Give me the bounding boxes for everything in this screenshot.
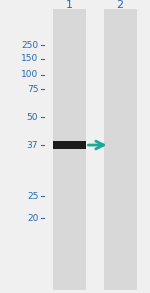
Text: 20: 20 xyxy=(27,214,38,223)
Text: 1: 1 xyxy=(66,0,72,10)
Text: 250: 250 xyxy=(21,41,38,50)
Bar xyxy=(103,9,136,290)
Text: 75: 75 xyxy=(27,85,38,94)
Text: 37: 37 xyxy=(27,141,38,149)
Bar xyxy=(52,9,86,290)
Text: 100: 100 xyxy=(21,70,38,79)
Text: 25: 25 xyxy=(27,192,38,201)
Text: 2: 2 xyxy=(116,0,124,10)
Bar xyxy=(52,141,86,149)
Text: 150: 150 xyxy=(21,54,38,63)
Text: 50: 50 xyxy=(27,113,38,122)
